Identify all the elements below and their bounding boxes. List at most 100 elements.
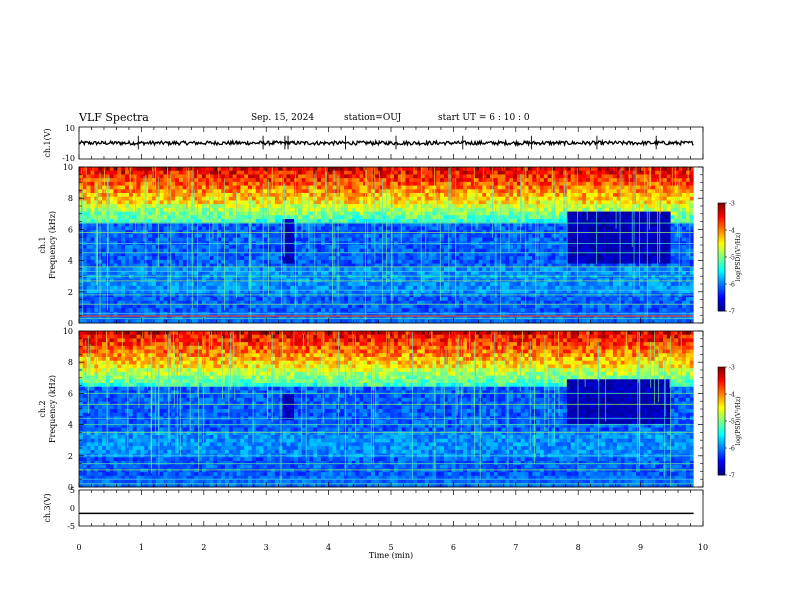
spectro-cell (447, 233, 453, 239)
spectro-cell (493, 178, 499, 183)
spectro-cell (163, 271, 168, 276)
spectro-cell (413, 200, 418, 205)
spectro-cell (466, 285, 472, 291)
spectro-cell (186, 267, 191, 272)
spectro-cell (417, 167, 422, 172)
spectro-cell (79, 259, 84, 265)
spectro-cell (224, 259, 230, 265)
spectro-cell (205, 204, 211, 209)
spectro-cell (286, 178, 291, 183)
spectro-cell (109, 181, 115, 187)
spectro-cell (428, 215, 433, 220)
spectro-cell (182, 222, 188, 227)
spectro-cell (451, 200, 456, 205)
spectro-cell (117, 185, 122, 190)
spectro-cell (305, 233, 310, 239)
spectro-cell (420, 204, 426, 209)
spectro-cell (474, 289, 480, 294)
spectro-cell (294, 200, 299, 205)
spectro-cell (340, 233, 345, 239)
spectro-cell (171, 185, 176, 190)
spectro-cell (209, 226, 214, 231)
spectro-cell (459, 274, 464, 279)
spectro-cell (175, 267, 180, 272)
spectro-cell (82, 245, 88, 250)
spectro-cell (251, 215, 257, 220)
spectro-cell (136, 193, 141, 198)
spectro-cell (370, 167, 376, 172)
spectro-cell (248, 315, 253, 320)
spectro-cell (274, 204, 280, 209)
spectro-cell (344, 189, 349, 194)
spectro-cell (347, 252, 353, 257)
spectro-cell (505, 174, 510, 179)
spectro-cell (167, 274, 172, 279)
spectro-cell (109, 233, 115, 239)
spectro-cell (290, 267, 295, 272)
spectro-cell (171, 174, 176, 179)
spectro-cell (132, 237, 138, 242)
spectro-cell (167, 233, 172, 239)
spectro-cell (313, 297, 318, 302)
spectro-cell (140, 167, 145, 172)
spectro-cell (309, 271, 314, 276)
spectro-cell (486, 204, 491, 209)
spectro-cell (355, 185, 360, 190)
spectro-cell (82, 304, 88, 309)
spectro-cell (378, 215, 383, 220)
spectro-cell (163, 259, 168, 265)
spectro-cell (505, 282, 510, 287)
spectro-cell (144, 200, 149, 205)
spectro-cell (397, 222, 403, 227)
spectro-cell (128, 204, 134, 209)
spectro-cell (236, 174, 241, 179)
spectro-cell (509, 282, 514, 287)
spectro-cell (417, 222, 422, 227)
spectro-cell (516, 289, 522, 294)
spectro-cell (232, 189, 237, 194)
spectro-cell (240, 271, 245, 276)
spectro-cell (340, 252, 345, 257)
spectro-cell (278, 315, 284, 320)
spectro-cell (297, 219, 303, 224)
spectro-cell (109, 256, 115, 261)
spectro-cell (424, 300, 430, 305)
spectro-cell (263, 304, 268, 309)
spectro-cell (301, 245, 307, 250)
spectro-cell (347, 196, 353, 201)
spectro-cell (501, 237, 506, 242)
spectro-cell (105, 263, 111, 268)
spectro-cell (397, 185, 403, 190)
spectro-cell (255, 274, 261, 279)
spectro-cell (509, 271, 514, 276)
spectro-cell (317, 185, 322, 190)
spectro-cell (466, 196, 472, 201)
spectro-cell (148, 256, 153, 261)
spectro-cell (405, 245, 410, 250)
spectro-cell (417, 174, 422, 179)
spectro-cell (79, 245, 84, 250)
spectro-cell (355, 204, 360, 209)
spectro-cell (140, 211, 145, 216)
spectro-cell (309, 304, 314, 309)
spectro-cell (224, 263, 230, 268)
spectro-cell (286, 193, 291, 198)
spectro-cell (209, 267, 214, 272)
spectro-cell (397, 267, 403, 272)
spectro-cell (370, 215, 376, 220)
spectro-cell (224, 315, 230, 320)
spectro-cell (378, 271, 383, 276)
spectro-cell (313, 170, 318, 175)
spectro-cell (321, 170, 326, 175)
spectro-cell (528, 211, 533, 216)
spectro-cell (259, 215, 264, 220)
spectro-cell (221, 245, 226, 250)
spectro-cell (397, 319, 403, 324)
spectro-cell (163, 170, 168, 175)
spectro-cell (470, 211, 476, 216)
spectro-cell (397, 233, 403, 239)
spectro-cell (286, 222, 291, 227)
spectro-cell (482, 207, 487, 213)
spectro-cell (413, 174, 418, 179)
spectro-cell (201, 233, 207, 239)
